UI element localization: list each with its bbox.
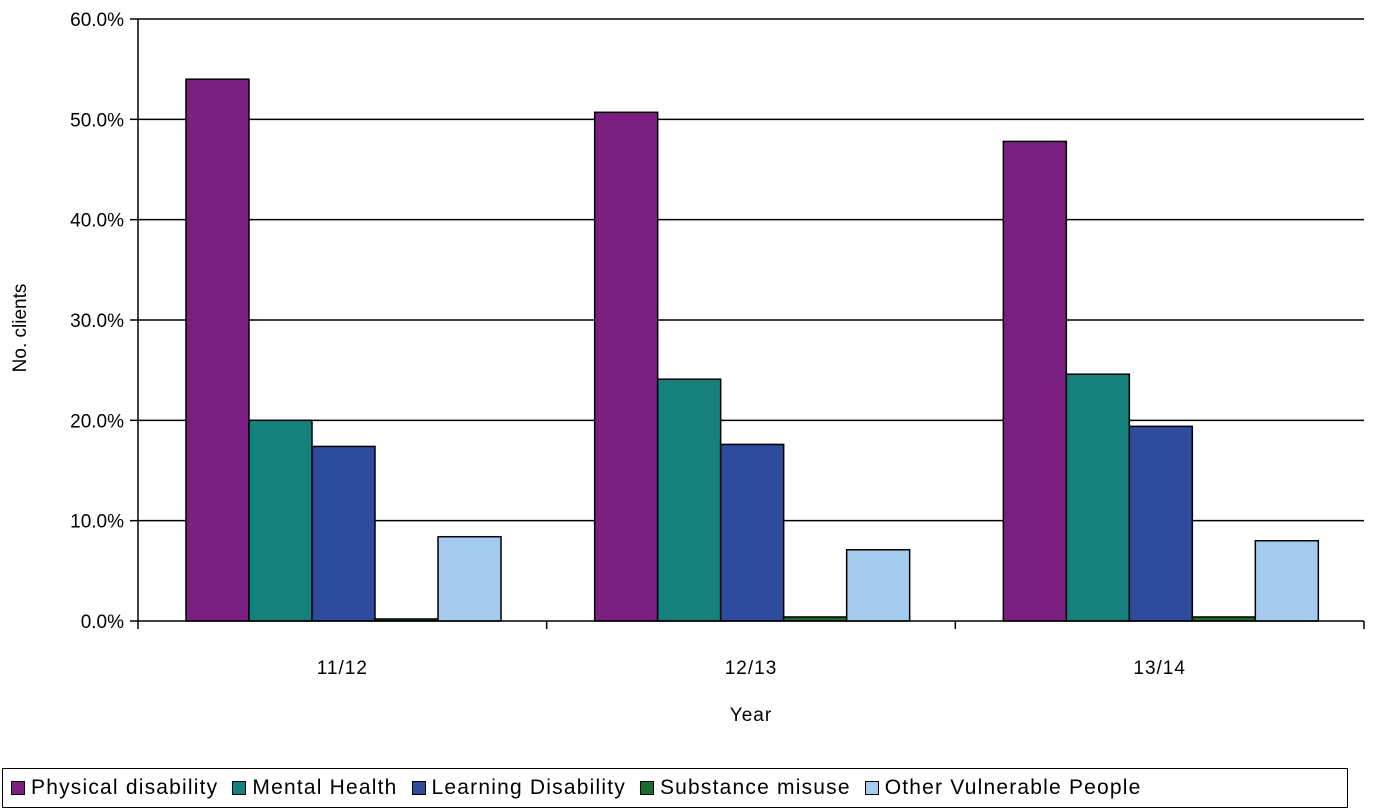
legend: Physical disability Mental Health Learning… bbox=[2, 768, 1348, 808]
legend-label: Learning Disability bbox=[431, 776, 626, 799]
bar bbox=[593, 111, 659, 622]
bar bbox=[1254, 539, 1320, 622]
bar bbox=[185, 78, 250, 622]
x-tick-label: 11/12 bbox=[317, 658, 368, 679]
legend-label: Substance misuse bbox=[659, 776, 851, 799]
y-tick-label: 60.0% bbox=[70, 10, 124, 31]
x-tick-label: 12/13 bbox=[725, 658, 778, 679]
bar bbox=[437, 535, 502, 622]
y-tick-label: 0.0% bbox=[81, 612, 124, 633]
legend-label: Other Vulnerable People bbox=[884, 776, 1142, 799]
legend-swatch bbox=[639, 781, 654, 795]
y-tick-label: 20.0% bbox=[70, 411, 124, 432]
legend-item: Mental Health bbox=[232, 776, 397, 800]
y-axis-title: No. clients bbox=[10, 284, 31, 373]
legend-swatch bbox=[11, 781, 25, 795]
legend-label: Mental Health bbox=[252, 776, 398, 799]
bar-chart: 0.0% 10.0% 20.0% 30.0% 40.0% 50.0% 60.0% 11/12… bbox=[10, 10, 1365, 726]
y-tick-label: 10.0% bbox=[70, 512, 124, 533]
legend-label: Physical disability bbox=[31, 776, 219, 799]
bar bbox=[1128, 425, 1194, 622]
y-tick-labels: 0.0% 10.0% 20.0% 30.0% 40.0% 50.0% 60.0% bbox=[70, 10, 124, 633]
y-tick-label: 50.0% bbox=[70, 110, 124, 131]
legend-item: Other Vulnerable People bbox=[864, 776, 1142, 800]
legend-item: Substance misuse bbox=[639, 776, 851, 800]
bar bbox=[845, 549, 911, 622]
x-axis-title: Year bbox=[730, 705, 772, 726]
y-tick-label: 40.0% bbox=[70, 211, 124, 232]
legend-swatch bbox=[411, 781, 426, 795]
y-tick-label: 30.0% bbox=[70, 311, 124, 332]
legend-item: Physical disability bbox=[11, 776, 218, 800]
bar bbox=[248, 419, 313, 622]
bars bbox=[185, 78, 1320, 622]
legend-swatch bbox=[864, 781, 879, 795]
bar bbox=[311, 445, 376, 622]
axes bbox=[130, 18, 1365, 629]
bar bbox=[719, 443, 785, 622]
bar bbox=[656, 378, 722, 622]
legend-swatch bbox=[232, 781, 247, 795]
bar bbox=[1002, 140, 1068, 622]
x-tick-labels: 11/12 12/13 13/14 bbox=[317, 658, 1186, 679]
x-tick-label: 13/14 bbox=[1133, 658, 1186, 679]
bar bbox=[1065, 373, 1131, 622]
legend-item: Learning Disability bbox=[411, 776, 626, 800]
